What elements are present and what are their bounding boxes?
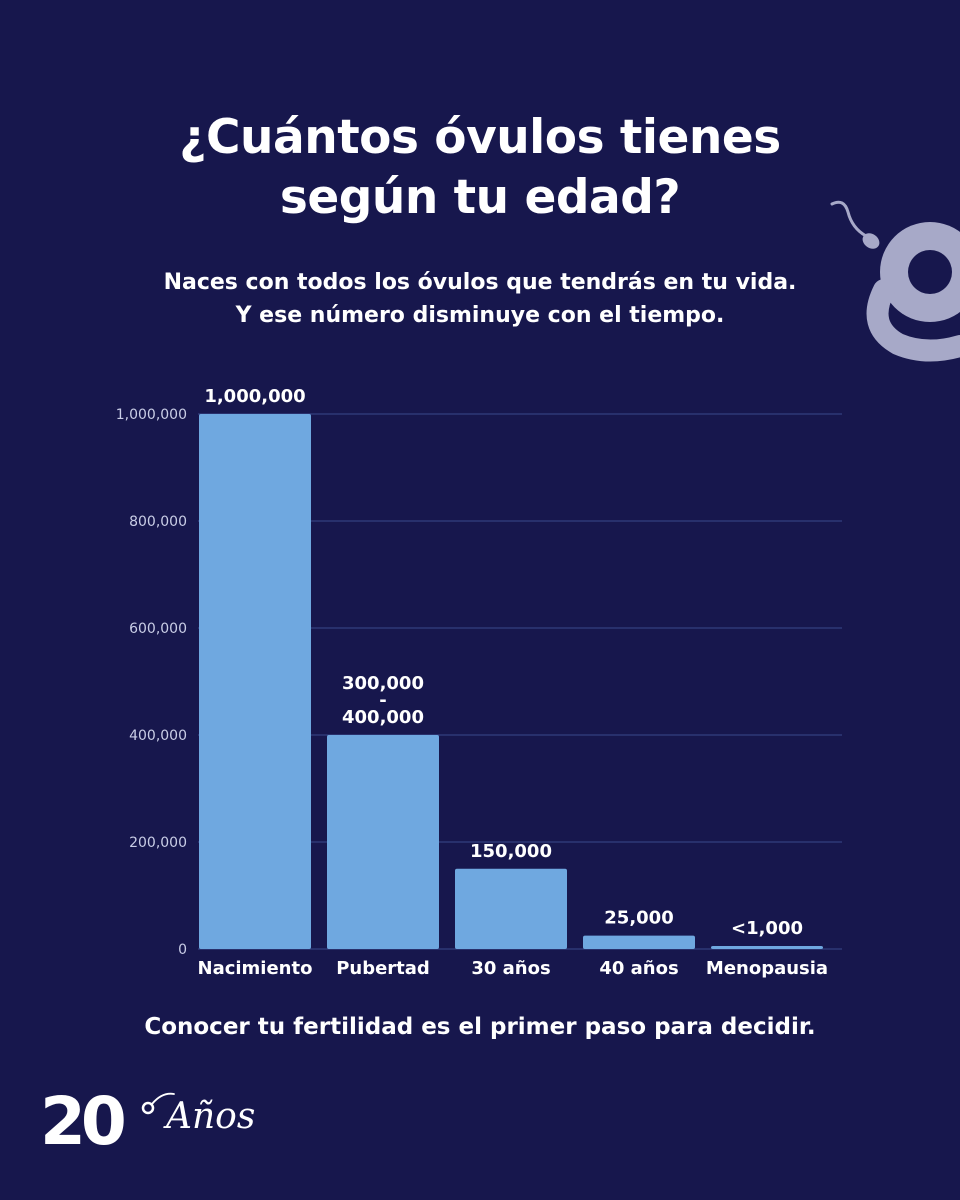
x-tick-label: Pubertad (336, 958, 430, 979)
data-label: 300,000 (342, 673, 424, 694)
data-label: 25,000 (604, 908, 673, 929)
x-tick-label: 30 años (471, 958, 550, 979)
bar-2 (455, 868, 567, 949)
bar-chart: 0 200,000 400,000 600,000 800,000 1,000,000 N… (116, 386, 842, 979)
subtitle-line-2: Y ese número disminuye con el tiempo. (235, 303, 725, 328)
x-tick-label: 40 años (599, 958, 678, 979)
bar-3 (583, 935, 695, 949)
data-label: - (379, 690, 386, 711)
data-label: <1,000 (731, 918, 803, 939)
footer-message: Conocer tu fertilidad es el primer paso … (144, 1014, 816, 1040)
y-tick-label: 0 (178, 942, 187, 958)
anniversary-number: 20 (40, 1083, 127, 1160)
subtitle-line-1: Naces con todos los óvulos que tendrás e… (163, 270, 797, 295)
x-tick-label: Nacimiento (198, 958, 313, 979)
data-label: 150,000 (470, 841, 552, 862)
sperm-icon (141, 1092, 175, 1115)
data-label: 1,000,000 (204, 386, 305, 407)
title-line-2: según tu edad? (279, 170, 681, 225)
y-tick-label: 800,000 (129, 514, 187, 530)
anniversary-word: Años (166, 1096, 256, 1137)
y-tick-label: 200,000 (129, 835, 187, 851)
page-subtitle: Naces con todos los óvulos que tendrás e… (0, 266, 960, 332)
y-tick-label: 1,000,000 (116, 407, 187, 423)
bar-0 (199, 414, 311, 949)
x-tick-label: Menopausia (706, 958, 828, 979)
page-title: ¿Cuántos óvulos tienes según tu edad? (0, 108, 960, 228)
title-line-1: ¿Cuántos óvulos tienes (179, 110, 781, 165)
data-label: 400,000 (342, 707, 424, 728)
bar-1 (327, 735, 439, 949)
bar-4 (711, 946, 823, 949)
brand-g-logo-icon (830, 200, 960, 362)
y-tick-label: 400,000 (129, 728, 187, 744)
y-tick-label: 600,000 (129, 621, 187, 637)
